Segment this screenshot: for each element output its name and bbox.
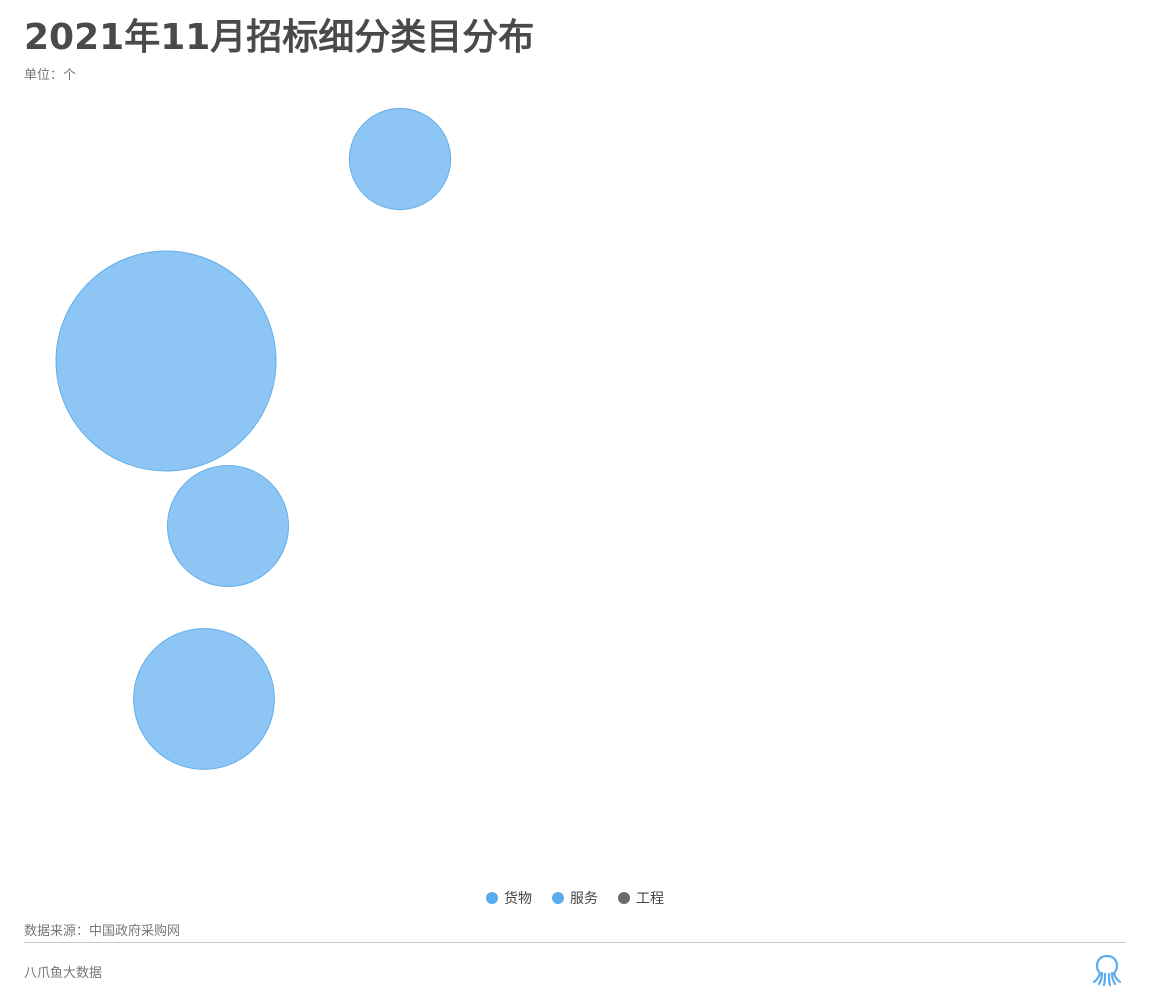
legend-item-engineering[interactable]: 工程 bbox=[618, 888, 664, 908]
legend-label: 服务 bbox=[570, 891, 598, 907]
brand-name: 八爪鱼大数据 bbox=[24, 966, 103, 981]
bubble-4[interactable] bbox=[348, 107, 452, 211]
footer-divider bbox=[24, 942, 1126, 943]
legend-marker bbox=[618, 892, 630, 904]
data-source: 数据来源：中国政府采购网 bbox=[24, 924, 181, 939]
octopus-icon bbox=[1092, 954, 1122, 986]
bubble-1[interactable] bbox=[55, 250, 277, 472]
bubble-chart bbox=[55, 107, 452, 770]
legend-marker bbox=[552, 892, 564, 904]
legend-label: 货物 bbox=[504, 891, 532, 907]
unit-label: 单位：个 bbox=[24, 68, 77, 83]
chart-legend: 货物 服务 工程 bbox=[0, 888, 1150, 908]
legend-item-service[interactable]: 服务 bbox=[552, 888, 598, 908]
legend-item-goods[interactable]: 货物 bbox=[486, 888, 532, 908]
bubble-3[interactable] bbox=[133, 628, 275, 770]
legend-label: 工程 bbox=[636, 891, 664, 907]
chart-title: 2021年11月招标细分类目分布 bbox=[24, 17, 535, 58]
bubble-2[interactable] bbox=[167, 465, 289, 587]
legend-marker bbox=[486, 892, 498, 904]
